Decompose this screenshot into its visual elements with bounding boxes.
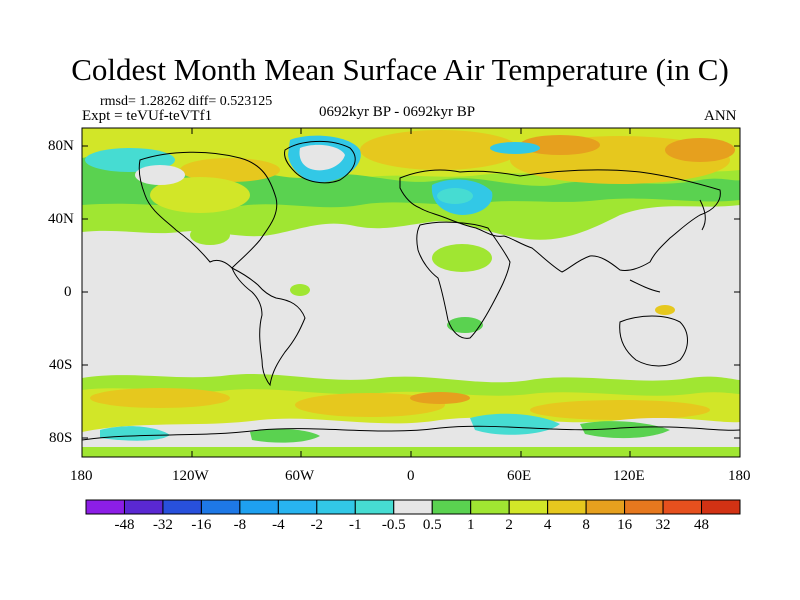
- colorbar-swatch: [239, 499, 279, 515]
- lat-tick-40s: 40S: [49, 357, 73, 373]
- colorbar-label: 2: [505, 517, 513, 533]
- colorbar-swatch: [470, 499, 510, 515]
- colorbar-label: -16: [191, 517, 212, 533]
- stats-line: rmsd= 1.28262 diff= 0.523125: [100, 94, 273, 109]
- colorbar-label: 8: [582, 517, 590, 533]
- lon-tick-0: 0: [407, 468, 415, 484]
- colorbar-swatch: [662, 499, 703, 515]
- lat-tick-40n: 40N: [48, 211, 74, 227]
- colorbar: [85, 499, 741, 515]
- colorbar-swatch: [431, 499, 472, 515]
- colorbar-label: -1: [349, 517, 362, 533]
- lat-tick-80s: 80S: [49, 430, 73, 446]
- colorbar-swatch: [85, 499, 125, 515]
- colorbar-swatch: [162, 499, 202, 515]
- colorbar-swatch: [123, 499, 164, 515]
- lat-tick-80n: 80N: [48, 138, 74, 154]
- colorbar-label: -32: [152, 517, 173, 533]
- colorbar-label: 1: [466, 517, 475, 533]
- colorbar-swatch: [508, 499, 549, 515]
- lon-tick-60e: 60E: [507, 468, 532, 484]
- expt-line: Expt = teVUf-teVTf1: [82, 108, 213, 124]
- coastlines: [82, 140, 740, 441]
- colorbar-label: 4: [543, 517, 552, 533]
- colorbar-swatch: [200, 499, 241, 515]
- colorbar-swatch: [277, 499, 318, 515]
- lon-tick-180w: 180: [70, 468, 93, 484]
- chart-title: Coldest Month Mean Surface Air Temperatu…: [71, 52, 729, 87]
- colorbar-label: -0.5: [381, 517, 406, 533]
- period-line: 0692kyr BP - 0692kyr BP: [319, 104, 476, 120]
- colorbar-label: 32: [655, 517, 671, 533]
- colorbar-swatch: [701, 499, 741, 515]
- colorbar-label: -8: [233, 517, 247, 533]
- lon-tick-120w: 120W: [172, 468, 209, 484]
- colorbar-swatch: [585, 499, 626, 515]
- data-field: [82, 128, 740, 457]
- colorbar-label: 0.5: [422, 517, 442, 533]
- lat-tick-0: 0: [64, 284, 72, 300]
- season-label: ANN: [704, 108, 737, 124]
- colorbar-swatch: [547, 499, 587, 515]
- lon-tick-60w: 60W: [285, 468, 315, 484]
- colorbar-label: 16: [617, 517, 633, 533]
- axis-ticks: [82, 128, 740, 457]
- colorbar-swatch: [624, 499, 664, 515]
- lon-tick-180e: 180: [728, 468, 751, 484]
- colorbar-swatch: [393, 499, 433, 515]
- colorbar-label: 48: [694, 517, 710, 533]
- colorbar-label: -4: [272, 517, 285, 533]
- colorbar-swatch: [316, 499, 356, 515]
- lon-tick-120e: 120E: [613, 468, 645, 484]
- colorbar-label: -2: [310, 517, 324, 533]
- colorbar-label: -48: [114, 517, 135, 533]
- colorbar-swatch: [354, 499, 395, 515]
